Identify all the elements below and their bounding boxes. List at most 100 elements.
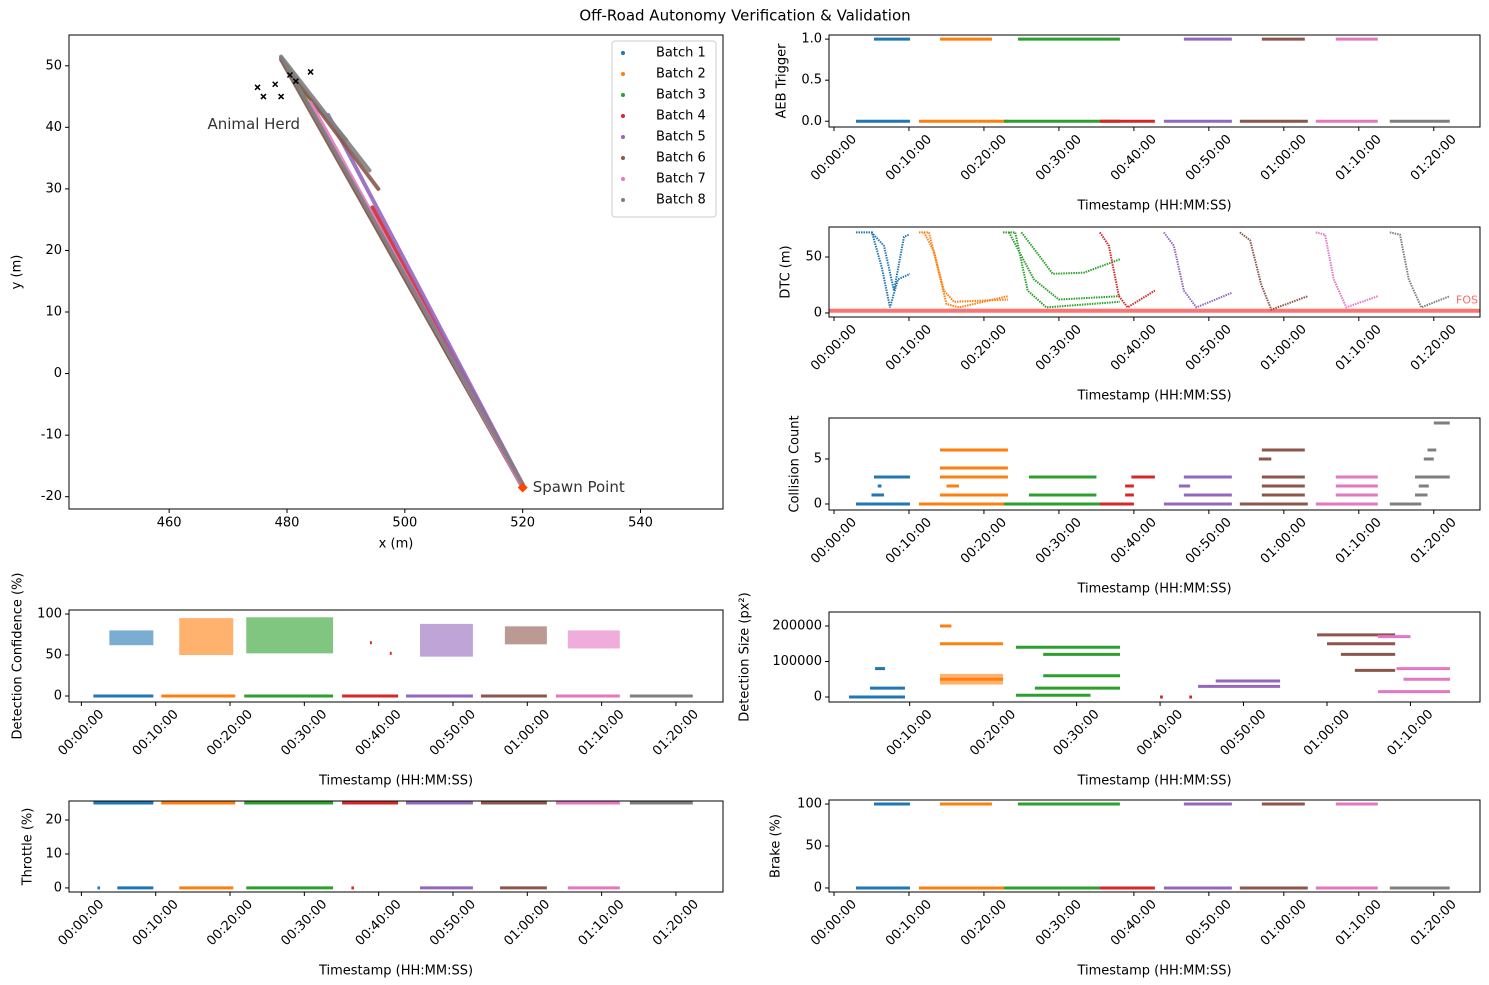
herd-marker <box>286 71 293 79</box>
x-tick-label: 00:10:00 <box>883 132 935 184</box>
legend-swatch <box>621 93 625 97</box>
plot-area <box>93 801 693 890</box>
x-tick-label: 00:00:00 <box>55 897 107 949</box>
x-tick-label: 00:10:00 <box>130 707 182 759</box>
plot-area <box>254 54 528 493</box>
legend-label: Batch 4 <box>656 109 706 124</box>
data-line <box>918 231 1009 309</box>
herd-marker <box>260 93 267 100</box>
x-tick-label: 00:40:00 <box>1108 132 1160 184</box>
data-line <box>1020 231 1121 275</box>
axes-frame <box>68 800 724 893</box>
data-line <box>1099 231 1156 309</box>
y-axis-label: y (m) <box>10 255 25 290</box>
y-tick-label: 0 <box>814 305 822 320</box>
legend-label: Batch 2 <box>656 67 706 82</box>
y-tick-label: 0.0 <box>801 114 822 129</box>
data-line <box>1239 231 1309 311</box>
herd-marker <box>272 81 279 88</box>
data-line <box>870 231 910 291</box>
threshold-label: FOS <box>1456 294 1478 307</box>
x-tick-label: 01:10:00 <box>1385 707 1437 759</box>
y-tick-label: -10 <box>41 428 62 443</box>
point-cloud <box>420 623 473 657</box>
annotation: Animal Herd <box>207 115 300 133</box>
x-tick-label: 00:10:00 <box>130 897 182 949</box>
y-tick-label: 50 <box>805 250 822 265</box>
x-tick-label: 520 <box>510 516 535 531</box>
x-tick-label: 00:50:00 <box>427 897 479 949</box>
x-tick-label: 00:40:00 <box>1134 707 1186 759</box>
x-tick-label: 480 <box>275 516 300 531</box>
x-axis-label: Timestamp (HH:MM:SS) <box>318 964 473 979</box>
y-tick-label: 100000 <box>772 654 822 669</box>
annotation: Spawn Point <box>533 478 625 496</box>
axes-frame <box>828 799 1481 893</box>
x-axis-label: Timestamp (HH:MM:SS) <box>318 774 473 789</box>
x-tick-label: 01:00:00 <box>1258 897 1310 949</box>
y-tick-label: 100 <box>37 607 62 622</box>
x-tick-label: 00:20:00 <box>958 322 1010 374</box>
point-cloud <box>246 617 334 654</box>
axes-frame <box>828 34 1481 128</box>
x-tick-label: 01:10:00 <box>1333 132 1385 184</box>
y-tick-label: 200000 <box>772 618 822 633</box>
x-tick-label: 01:00:00 <box>501 897 553 949</box>
y-tick-label: 0 <box>814 689 822 704</box>
x-axis-label: Timestamp (HH:MM:SS) <box>1076 582 1231 597</box>
legend-box <box>611 40 717 218</box>
x-tick-label: 01:10:00 <box>576 897 628 949</box>
y-tick-label: 20 <box>45 243 62 258</box>
panel: 0.0 0.5 1.0 00:00:00 00:10:00 00:20:00 00:30:0… <box>775 32 1481 214</box>
y-tick-label: 50 <box>805 839 822 854</box>
x-tick-label: 00:40:00 <box>353 897 405 949</box>
point-cloud <box>179 618 234 656</box>
x-tick-label: 00:10:00 <box>884 707 936 759</box>
x-tick-label: 01:20:00 <box>1408 132 1460 184</box>
x-tick-label: 500 <box>392 516 417 531</box>
y-axis-label: Collision Count <box>788 415 803 512</box>
x-tick-label: 00:30:00 <box>1033 897 1085 949</box>
herd-marker <box>254 84 261 91</box>
plot-area <box>849 624 1451 699</box>
x-tick-label: 00:30:00 <box>1033 322 1085 374</box>
y-tick-label: 30 <box>45 181 62 196</box>
x-tick-label: 00:30:00 <box>1033 515 1085 567</box>
herd-marker <box>292 78 299 85</box>
x-tick-label: 01:20:00 <box>1408 897 1460 949</box>
axes-frame <box>828 611 1481 703</box>
x-axis-label: x (m) <box>379 537 414 552</box>
x-tick-label: 00:50:00 <box>1183 322 1235 374</box>
x-tick-label: 01:10:00 <box>1333 897 1385 949</box>
y-tick-label: 5 <box>814 452 822 467</box>
x-tick-label: 00:50:00 <box>1183 132 1235 184</box>
legend-label: Batch 6 <box>656 151 706 166</box>
x-axis-label: Timestamp (HH:MM:SS) <box>1076 964 1231 979</box>
x-tick-label: 01:00:00 <box>1258 515 1310 567</box>
x-tick-label: 01:10:00 <box>1333 515 1385 567</box>
x-tick-label: 01:00:00 <box>1258 322 1310 374</box>
panel: 0 50 100 00:00:00 00:10:00 00:20:00 00:30:00 00… <box>769 797 1481 979</box>
x-tick-label: 00:10:00 <box>883 897 935 949</box>
x-tick-label: 00:30:00 <box>278 707 330 759</box>
trajectory <box>279 54 525 487</box>
x-tick-label: 00:50:00 <box>427 707 479 759</box>
y-axis-label: AEB Trigger <box>775 43 790 119</box>
y-tick-label: 20 <box>45 813 62 828</box>
legend-label: Batch 5 <box>656 130 706 145</box>
data-line <box>1389 231 1451 309</box>
x-tick-label: 00:30:00 <box>1033 132 1085 184</box>
y-tick-label: 0 <box>54 366 62 381</box>
y-tick-label: 10 <box>45 305 62 320</box>
axes-frame <box>68 34 724 510</box>
trajectory <box>326 113 525 487</box>
legend-label: Batch 3 <box>656 88 706 103</box>
point-cloud <box>109 630 154 646</box>
x-tick-label: 00:30:00 <box>278 897 330 949</box>
x-tick-label: 00:30:00 <box>1051 707 1103 759</box>
x-tick-label: 00:20:00 <box>204 707 256 759</box>
plot-area <box>855 421 1450 506</box>
y-tick-label: 0.5 <box>801 73 822 88</box>
x-tick-label: 00:20:00 <box>967 707 1019 759</box>
legend-swatch <box>621 135 625 139</box>
